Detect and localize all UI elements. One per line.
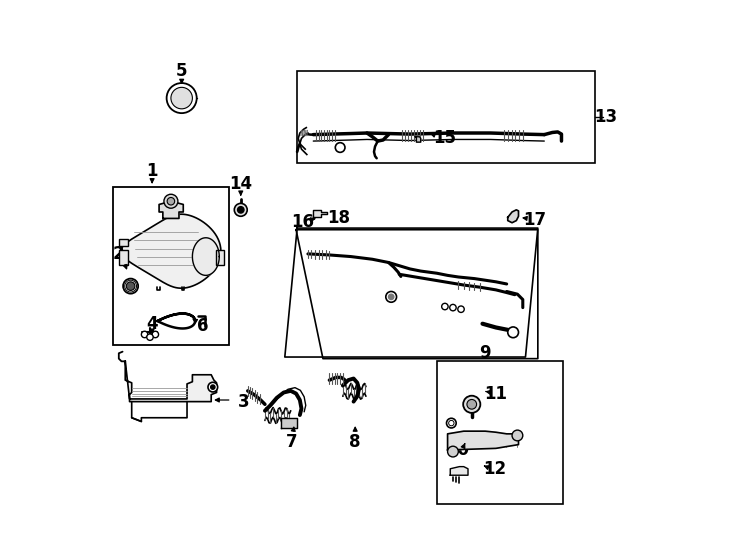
Text: 8: 8	[349, 433, 361, 451]
Bar	[119, 239, 128, 246]
Circle shape	[458, 306, 464, 313]
Text: 18: 18	[327, 210, 351, 227]
Bar	[297, 71, 595, 163]
Circle shape	[126, 282, 135, 291]
Text: 5: 5	[176, 62, 187, 80]
Polygon shape	[159, 201, 184, 218]
Polygon shape	[313, 210, 327, 218]
Circle shape	[467, 400, 476, 409]
Circle shape	[167, 83, 197, 113]
Polygon shape	[296, 230, 538, 359]
Circle shape	[167, 198, 175, 205]
Circle shape	[388, 294, 394, 300]
Text: 14: 14	[229, 175, 252, 193]
Text: 7: 7	[286, 433, 297, 451]
Polygon shape	[448, 431, 518, 450]
Circle shape	[386, 292, 396, 302]
Text: 12: 12	[483, 460, 506, 478]
Text: 2: 2	[113, 245, 125, 263]
Polygon shape	[285, 228, 538, 357]
Circle shape	[234, 204, 247, 217]
Text: 11: 11	[484, 384, 507, 402]
Circle shape	[208, 382, 218, 392]
Polygon shape	[121, 214, 221, 288]
Circle shape	[171, 87, 192, 109]
Circle shape	[152, 331, 159, 338]
Circle shape	[446, 418, 456, 428]
Circle shape	[142, 331, 148, 338]
Text: 4: 4	[146, 315, 158, 333]
Polygon shape	[415, 137, 421, 142]
Polygon shape	[126, 361, 217, 402]
Text: 17: 17	[523, 211, 546, 229]
Circle shape	[463, 396, 480, 413]
Circle shape	[442, 303, 448, 310]
Text: 16: 16	[291, 213, 314, 231]
Circle shape	[211, 385, 215, 389]
Polygon shape	[281, 418, 297, 428]
Circle shape	[147, 334, 153, 340]
Bar	[216, 249, 224, 265]
Circle shape	[164, 194, 178, 208]
Circle shape	[238, 207, 244, 213]
Text: 13: 13	[595, 108, 617, 126]
Bar	[119, 249, 128, 265]
Polygon shape	[192, 238, 219, 275]
Bar	[437, 361, 563, 504]
Circle shape	[448, 446, 458, 457]
Text: 1: 1	[146, 161, 158, 180]
Circle shape	[508, 327, 518, 338]
Text: 15: 15	[433, 130, 457, 147]
Text: 6: 6	[197, 318, 209, 335]
Circle shape	[512, 430, 523, 441]
Polygon shape	[450, 467, 468, 475]
Text: 9: 9	[479, 345, 491, 362]
Circle shape	[335, 143, 345, 152]
Text: 3: 3	[238, 393, 250, 410]
Circle shape	[450, 305, 456, 311]
Bar	[114, 187, 229, 345]
Circle shape	[123, 279, 138, 294]
Polygon shape	[508, 210, 518, 222]
Text: 10: 10	[446, 441, 469, 459]
